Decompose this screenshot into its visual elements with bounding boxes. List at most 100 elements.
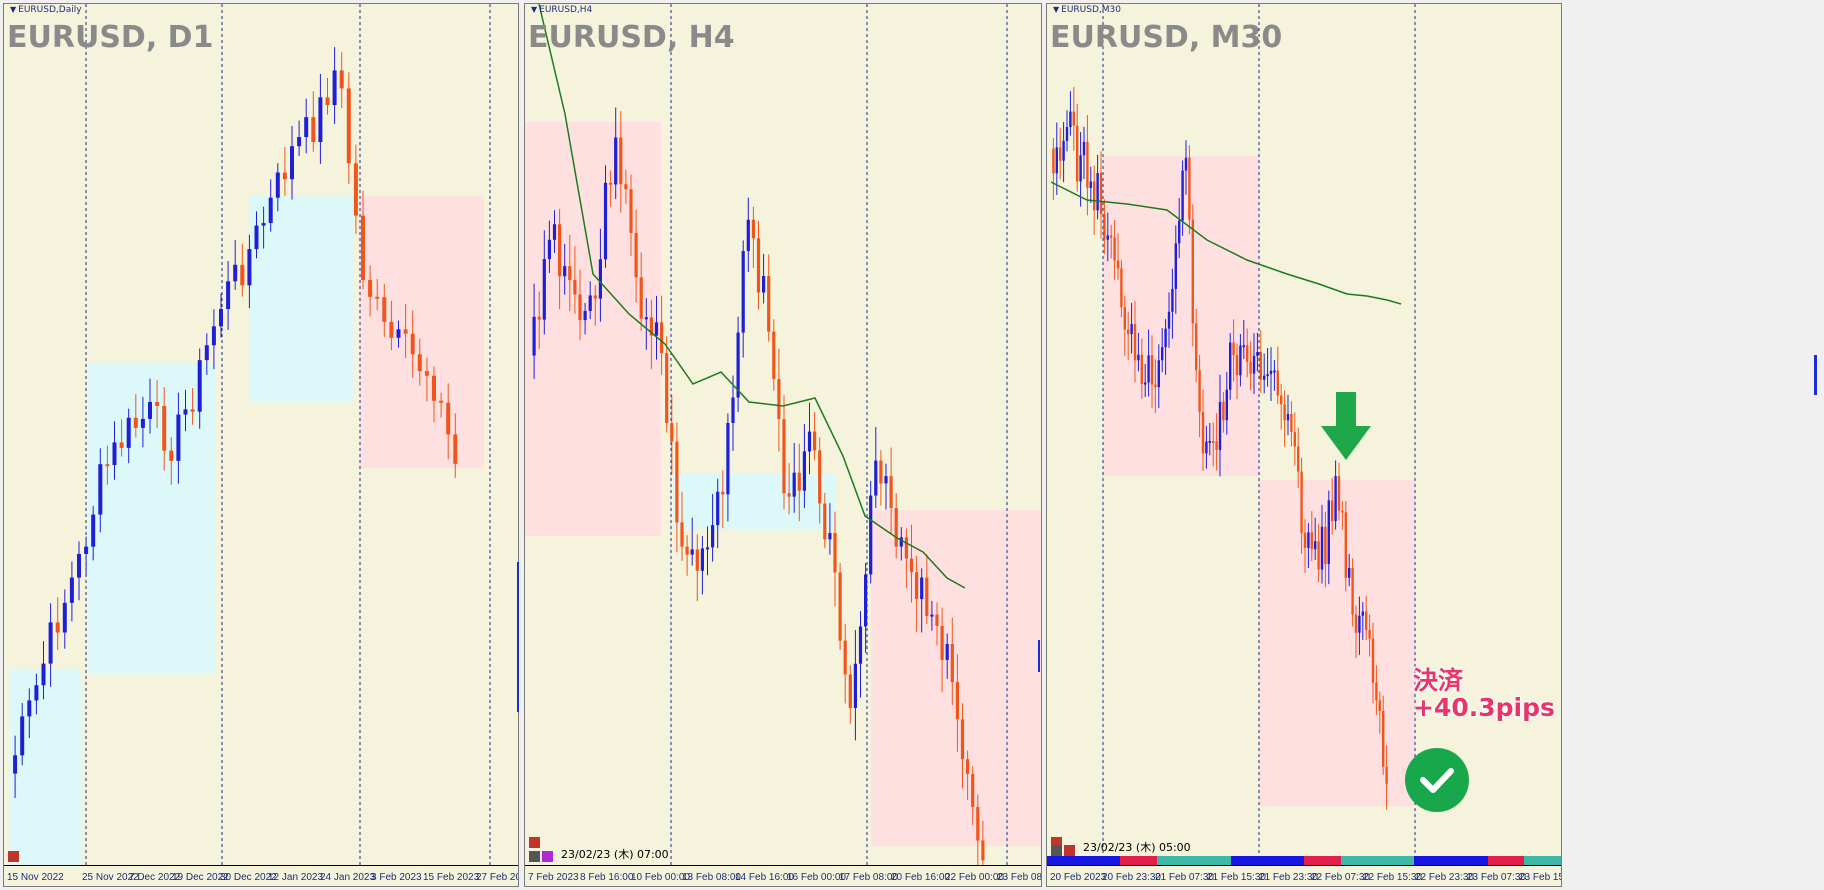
candle-body <box>629 189 633 233</box>
candle-body <box>1242 345 1245 348</box>
candle-body <box>833 533 837 573</box>
candle-body <box>98 464 103 515</box>
candle-body <box>1069 111 1072 128</box>
candle-body <box>532 316 536 356</box>
candle-body <box>1157 360 1160 388</box>
candle-body <box>838 572 842 641</box>
candle-body <box>1137 354 1140 361</box>
candle-body <box>945 643 949 660</box>
candle-body <box>1246 345 1249 362</box>
candle-body <box>639 277 643 319</box>
candle-body <box>1103 213 1106 240</box>
annotation-pips: +40.3pips <box>1413 693 1555 722</box>
candle-body <box>1093 181 1096 211</box>
candle-body <box>1127 329 1130 335</box>
time-axis-label: 21 Feb 07:30 <box>1155 872 1214 883</box>
minimize-icon[interactable] <box>1051 837 1062 848</box>
candle-body <box>1174 243 1177 289</box>
candle-body <box>588 295 592 311</box>
candle-body <box>971 774 975 808</box>
dropdown-triangle-icon[interactable]: ▼ <box>10 5 17 14</box>
candle-body <box>1154 384 1157 388</box>
candle-body <box>721 491 725 495</box>
candle-body <box>1280 395 1283 405</box>
time-axis-label: 19 Dec 2022 <box>172 872 229 883</box>
candle-body <box>318 97 323 143</box>
candle-body <box>1273 370 1276 373</box>
candle-body <box>899 537 903 547</box>
minimize-icon[interactable] <box>529 837 540 848</box>
mini-toolbar[interactable] <box>8 851 19 862</box>
oneclick-toolbar[interactable] <box>529 851 553 862</box>
chart-window-daily[interactable]: ▼ EURUSD,Daily EURUSD, D1 15 Nov 2022 25 N… <box>3 3 519 887</box>
candle-body <box>547 239 551 260</box>
candle-body <box>981 840 985 861</box>
window-title: ▼ EURUSD,Daily <box>10 5 82 15</box>
m30-scroll-indicator[interactable] <box>1038 640 1040 672</box>
candle-body <box>904 537 908 559</box>
candle-body <box>940 625 944 660</box>
color-icon[interactable] <box>1064 845 1075 856</box>
session-zone <box>871 510 1041 846</box>
candle-body <box>1079 155 1082 182</box>
oneclick-icon[interactable] <box>1051 845 1062 856</box>
candle-body <box>1239 345 1242 376</box>
candle-body <box>162 406 167 451</box>
candle-body <box>598 259 602 299</box>
color-icon[interactable] <box>542 851 553 862</box>
candle-body <box>1320 526 1324 570</box>
candle-body <box>211 326 216 346</box>
scrollbar-indicator[interactable] <box>1814 355 1817 395</box>
candle-body <box>1375 682 1378 701</box>
candle-body <box>190 409 195 412</box>
candle-body <box>1378 700 1381 712</box>
candle-body <box>909 558 914 573</box>
candle-body <box>1354 614 1358 633</box>
candle-body <box>1062 140 1065 161</box>
oneclick-toolbar[interactable] <box>1051 845 1075 856</box>
candle-body <box>417 354 422 372</box>
candle-body <box>1076 125 1079 182</box>
minimize-icon[interactable] <box>8 851 19 862</box>
chart-window-h4[interactable]: ▼ EURUSD,H4 EURUSD, H4 23/02/23 (木) 07:00… <box>524 3 1042 887</box>
candle-body <box>226 281 231 309</box>
candle-body <box>675 441 679 523</box>
candle-body <box>660 322 664 354</box>
time-axis-label: 20 Feb 16:00 <box>891 872 950 883</box>
candle-body <box>233 264 238 282</box>
candle-body <box>573 279 577 295</box>
oneclick-icon[interactable] <box>529 851 540 862</box>
candle-body <box>389 321 394 338</box>
candle-body <box>1218 401 1222 450</box>
chart-window-m30[interactable]: ▼ EURUSD,M30 EURUSD, M30 23/02/23 (木) 05:… <box>1046 3 1562 887</box>
down-arrow-icon <box>1321 392 1371 460</box>
candle-body <box>112 442 117 466</box>
candle-body <box>915 572 919 600</box>
chart-symbol-title: EURUSD, M30 <box>1050 20 1283 55</box>
candle-body <box>772 331 776 380</box>
time-axis: 20 Feb 2023 20 Feb 23:30 21 Feb 07:30 21 Fe… <box>1047 865 1561 886</box>
candle-body <box>619 137 623 185</box>
candle-body <box>853 663 857 708</box>
candle-body <box>48 622 53 664</box>
candle-body <box>920 577 924 600</box>
candle-body <box>1266 374 1269 377</box>
mini-toolbar[interactable] <box>1051 837 1062 848</box>
moving-average-line <box>538 4 966 589</box>
candle-body <box>240 264 245 286</box>
candle-body <box>155 402 160 407</box>
candle-body <box>874 460 878 496</box>
candle-body <box>609 182 613 185</box>
dropdown-triangle-icon[interactable]: ▼ <box>1053 5 1060 14</box>
mini-toolbar[interactable] <box>529 837 540 848</box>
time-axis-label: 20 Feb 23:30 <box>1102 872 1161 883</box>
candle-body <box>1161 347 1164 361</box>
candle-body <box>813 431 817 451</box>
session-zone <box>525 122 661 536</box>
candle-body <box>1205 441 1208 454</box>
h4-scroll-indicator[interactable] <box>517 562 519 712</box>
candle-body <box>1140 354 1143 385</box>
dropdown-triangle-icon[interactable]: ▼ <box>531 5 538 14</box>
candle-body <box>1164 328 1167 348</box>
candle-body <box>1181 170 1184 221</box>
